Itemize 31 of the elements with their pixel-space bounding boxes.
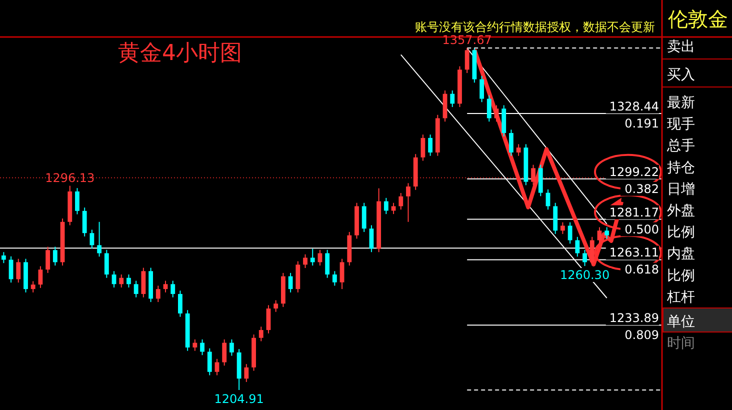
text: 最新 (667, 95, 695, 111)
text: 伦敦金 (668, 7, 728, 31)
annotation: 0.809 (624, 328, 659, 342)
text: 单位 (667, 314, 695, 330)
annotation: 0.191 (624, 116, 659, 130)
ref-line-label: 1299.22 (609, 164, 659, 179)
text: 买入 (667, 67, 695, 83)
annotation: 0.382 (624, 182, 659, 196)
text: 总手 (666, 138, 695, 154)
text: 内盘 (667, 246, 695, 262)
text: 持仓 (667, 160, 695, 176)
annotation: 0.618 (624, 262, 659, 277)
text: 现手 (667, 116, 695, 133)
annotation: 1204.91 (214, 392, 264, 406)
text: 外盘 (667, 203, 695, 219)
annotation: 1357.67 (442, 33, 492, 47)
ref-line-label: 1281.17 (609, 205, 659, 220)
ref-line-label: 1233.89 (609, 311, 659, 326)
text: 杠杆 (666, 289, 695, 306)
chart-title: 黄金4小时图 (118, 41, 242, 66)
annotation: 1260.30 (560, 268, 610, 282)
text: 比例 (667, 268, 695, 284)
annotation: 1296.13 (45, 170, 95, 185)
annotation: 0.500 (624, 222, 659, 236)
text: 比例 (667, 224, 695, 241)
ref-line-label: 1328.44 (609, 99, 659, 114)
text: 日增 (667, 181, 695, 198)
text: 账号没有该合约行情数据授权，数据不会更新 (415, 20, 655, 34)
text: 卖出 (667, 39, 695, 55)
text: 时间 (667, 336, 695, 352)
ref-line-label: 1263.11 (609, 246, 659, 260)
